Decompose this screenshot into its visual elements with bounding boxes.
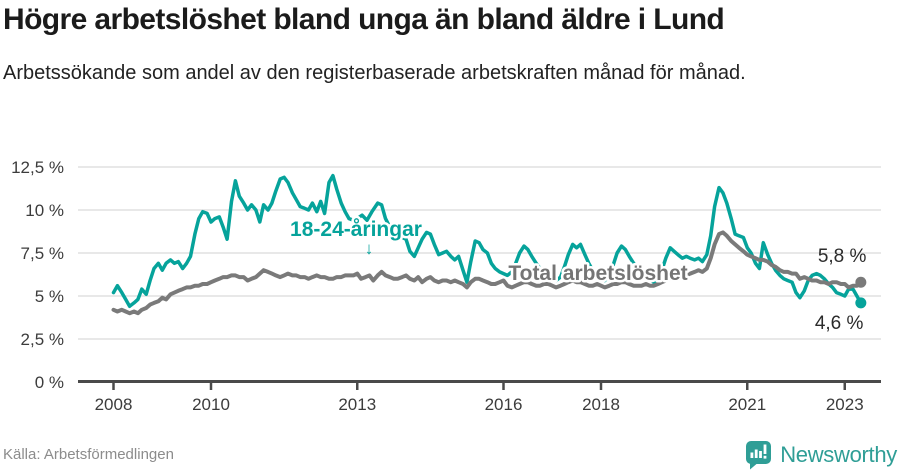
y-tick-label: 12,5 % [11, 158, 64, 177]
series-end-dots [855, 276, 867, 309]
y-tick-label: 5 % [35, 287, 64, 306]
chart-subtitle: Arbetssökande som andel av den registerb… [3, 62, 746, 84]
series-line [111, 230, 863, 316]
y-tick-label: 7,5 % [21, 244, 64, 263]
x-tick-label: 2013 [338, 395, 376, 414]
y-tick-label: 0 % [35, 373, 64, 392]
line-chart: 0 %2,5 %5 %7,5 %10 %12,5 % 2008 2010 2013 2… [11, 158, 881, 414]
series-label-youth: 18-24-åringar [290, 218, 422, 241]
series-label-total: Total arbetslöshet [508, 262, 687, 285]
y-tick-label: 2,5 % [21, 330, 64, 349]
source-attribution: Källa: Arbetsförmedlingen [3, 446, 174, 463]
x-tick-label: 2021 [728, 395, 766, 414]
end-value-total: 5,8 % [818, 246, 867, 267]
page-title: Högre arbetslöshet bland unga än bland ä… [3, 3, 725, 36]
newsworthy-wordmark: Newsworthy [780, 442, 897, 467]
end-value-youth: 4,6 % [815, 313, 864, 334]
x-tick-label: 2023 [826, 395, 864, 414]
newsworthy-icon [746, 441, 772, 470]
data-series-lines [111, 173, 863, 316]
x-tick-label: 2008 [95, 395, 133, 414]
x-axis: 2008 2010 2013 2016 2018 2021 2023 [78, 380, 881, 414]
series-end-dot [855, 297, 867, 309]
gridlines: 0 % 2,5 % 5 % 7,5 % 10 % 12,5 % [11, 158, 881, 392]
x-tick-label: 2018 [582, 395, 620, 414]
down-arrow-icon: ↓ [365, 239, 374, 258]
series-line [111, 173, 863, 309]
newsworthy-logo[interactable]: Newsworthy [744, 440, 897, 470]
x-tick-label: 2010 [192, 395, 230, 414]
series-end-dot [855, 276, 867, 288]
y-tick-label: 10 % [25, 201, 64, 220]
x-tick-label: 2016 [485, 395, 523, 414]
